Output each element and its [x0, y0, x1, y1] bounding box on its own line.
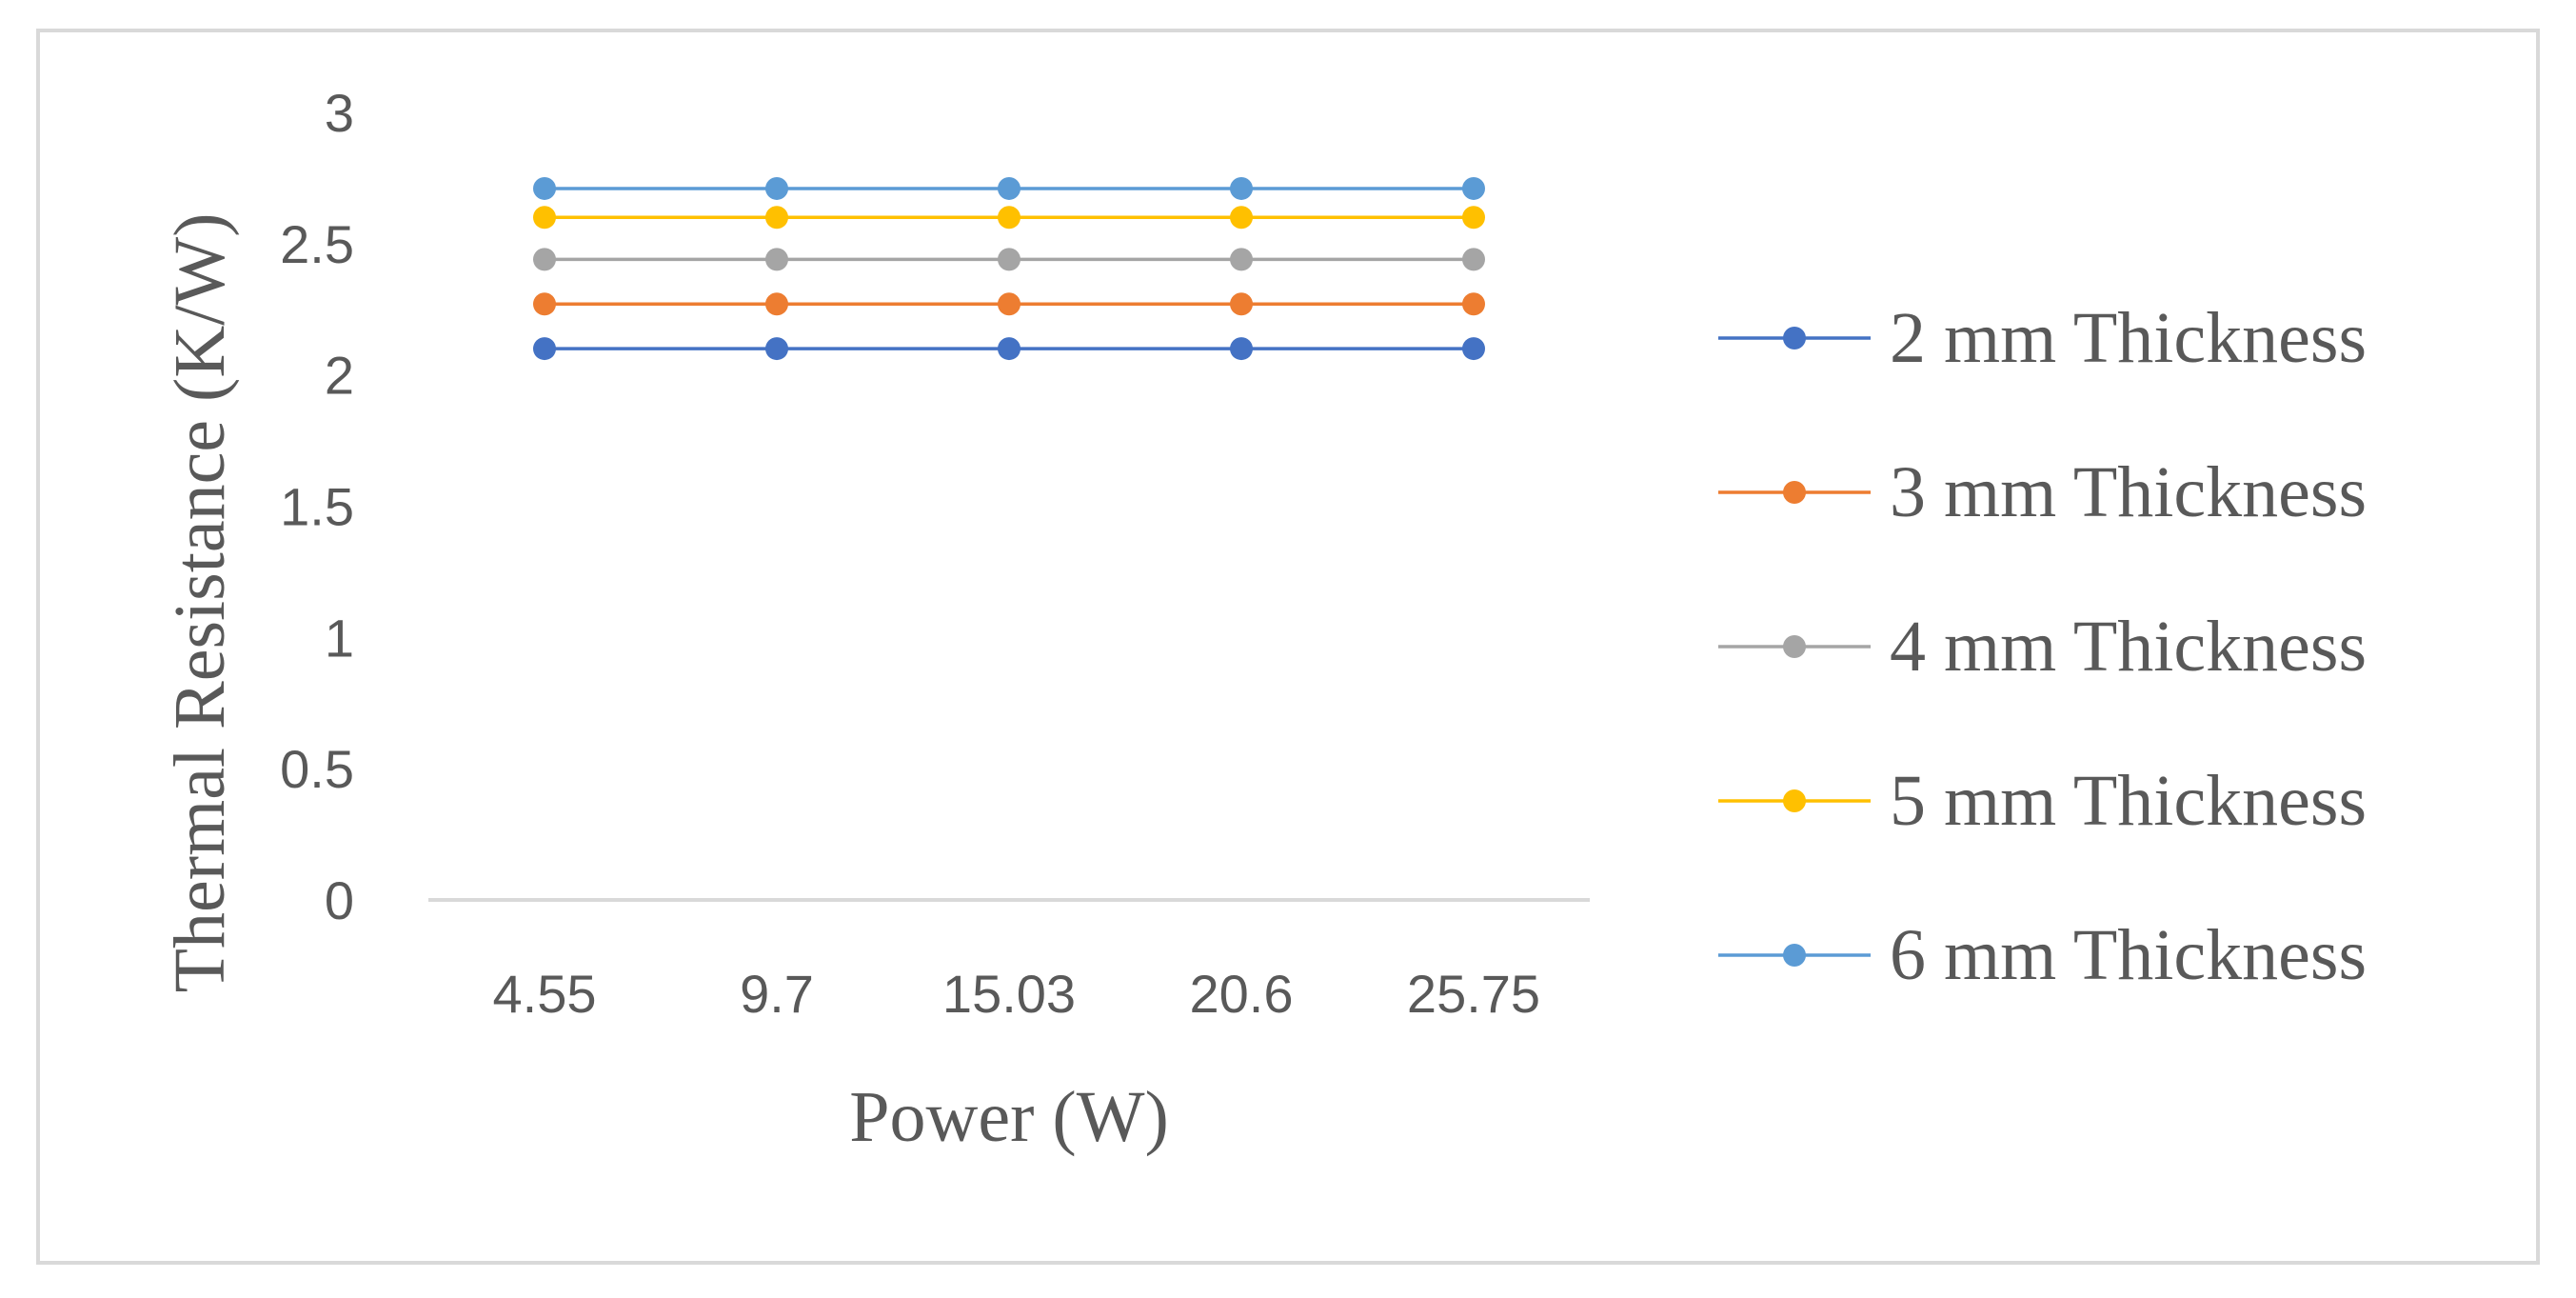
- legend-item: 3 mm Thickness: [1718, 452, 2367, 532]
- y-axis-title: Thermal Resistance (K/W): [160, 213, 240, 993]
- series-5: [533, 176, 1485, 200]
- legend-item: 6 mm Thickness: [1718, 915, 2367, 995]
- y-tick-label: 0.5: [280, 739, 354, 799]
- data-point: [998, 292, 1020, 316]
- data-point: [998, 176, 1020, 200]
- data-point: [1462, 292, 1485, 316]
- data-point: [1462, 248, 1485, 271]
- data-point: [765, 292, 788, 316]
- legend-item: 5 mm Thickness: [1718, 761, 2367, 841]
- legend-item: 4 mm Thickness: [1718, 607, 2367, 687]
- data-point: [533, 206, 556, 230]
- data-point: [1230, 248, 1253, 271]
- legend-label: 6 mm Thickness: [1890, 915, 2367, 995]
- data-point: [765, 337, 788, 361]
- legend-item: 2 mm Thickness: [1718, 298, 2367, 378]
- series-1: [533, 337, 1485, 361]
- legend-marker: [1783, 481, 1806, 504]
- legend-marker: [1783, 635, 1806, 658]
- data-point: [533, 176, 556, 200]
- legend-marker: [1783, 327, 1806, 349]
- x-tick-label: 15.03: [942, 964, 1076, 1024]
- data-point: [1462, 337, 1485, 361]
- data-point: [533, 337, 556, 361]
- x-tick-label: 20.6: [1190, 964, 1294, 1024]
- y-tick-label: 2.5: [280, 214, 354, 274]
- data-point: [998, 248, 1020, 271]
- data-point: [1462, 176, 1485, 200]
- data-point: [1230, 292, 1253, 316]
- y-tick-label: 2: [325, 346, 354, 406]
- series-3: [533, 248, 1485, 271]
- data-point: [998, 206, 1020, 230]
- x-tick-label: 9.7: [740, 964, 814, 1024]
- data-point: [1462, 206, 1485, 230]
- data-point: [533, 248, 556, 271]
- y-tick-label: 1.5: [280, 477, 354, 537]
- chart-frame: [36, 29, 2540, 1265]
- y-axis-ticks: 0 0.5 1 1.5 2 2.5 3: [280, 83, 354, 930]
- x-axis-ticks: 4.55 9.7 15.03 20.6 25.75: [493, 964, 1541, 1024]
- series-2: [533, 292, 1485, 316]
- data-point: [533, 292, 556, 316]
- y-tick-label: 1: [325, 608, 354, 668]
- data-point: [1230, 206, 1253, 230]
- data-point: [765, 176, 788, 200]
- legend-marker: [1783, 789, 1806, 812]
- series-layer: [533, 176, 1485, 361]
- legend-marker: [1783, 944, 1806, 967]
- data-point: [1230, 337, 1253, 361]
- series-4: [533, 206, 1485, 230]
- x-axis-title: Power (W): [849, 1077, 1169, 1157]
- data-point: [765, 206, 788, 230]
- legend-label: 3 mm Thickness: [1890, 452, 2367, 532]
- legend-label: 4 mm Thickness: [1890, 607, 2367, 687]
- legend-label: 5 mm Thickness: [1890, 761, 2367, 841]
- legend-label: 2 mm Thickness: [1890, 298, 2367, 378]
- y-tick-label: 3: [325, 83, 354, 143]
- x-tick-label: 4.55: [493, 964, 597, 1024]
- data-point: [765, 248, 788, 271]
- legend: 2 mm Thickness 3 mm Thickness 4 mm Thickne…: [1718, 298, 2367, 995]
- data-point: [998, 337, 1020, 361]
- data-point: [1230, 176, 1253, 200]
- y-tick-label: 0: [325, 870, 354, 930]
- x-tick-label: 25.75: [1407, 964, 1540, 1024]
